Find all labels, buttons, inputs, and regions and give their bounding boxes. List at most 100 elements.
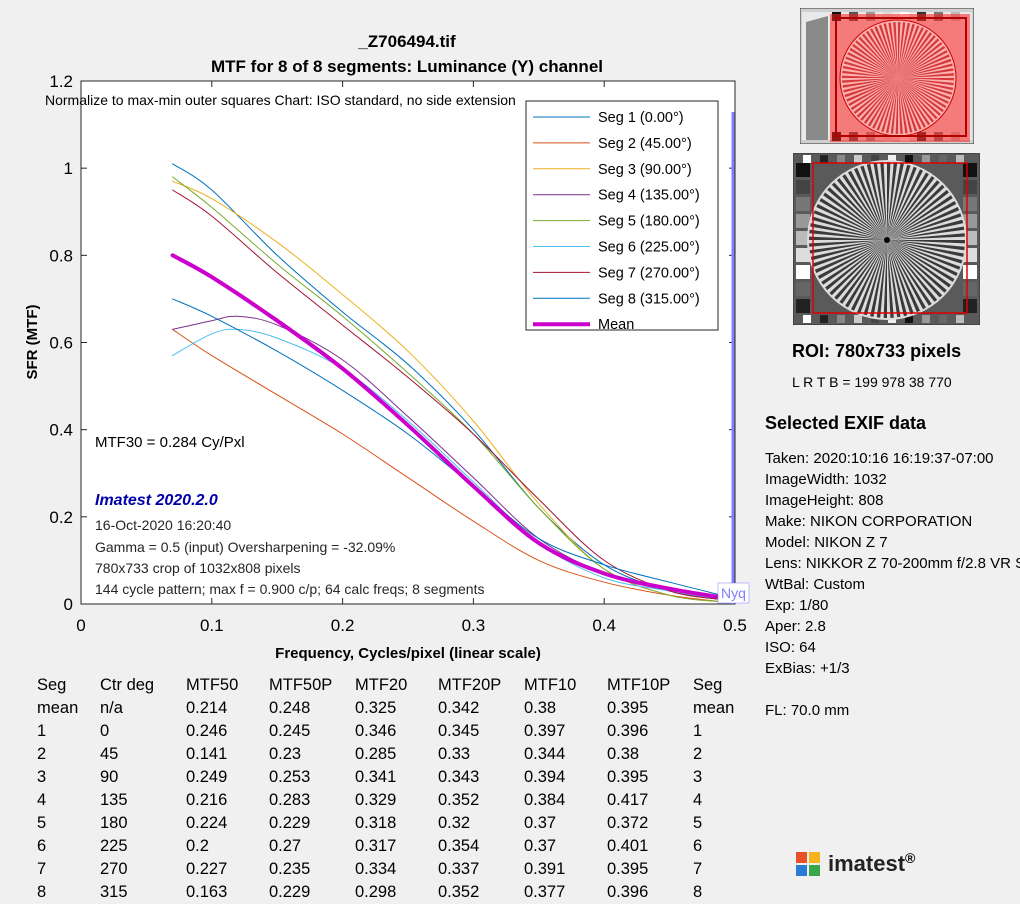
x-tick-label: 0.2 xyxy=(331,616,355,635)
table-cell: 0.395 xyxy=(607,699,649,717)
results-header-row: Seg Ctr deg MTF50 MTF50P MTF20 MTF20P MT… xyxy=(37,674,734,697)
table-row: 3 90 0.249 0.253 0.341 0.343 0.394 0.395 3 xyxy=(37,766,734,789)
table-cell: 4 xyxy=(37,791,47,809)
x-tick-label: 0.4 xyxy=(592,616,616,635)
table-cell: 0.394 xyxy=(524,768,566,786)
exif-heading: Selected EXIF data xyxy=(765,413,927,433)
table-cell: 7 xyxy=(37,860,47,878)
legend-label: Seg 8 (315.00°) xyxy=(598,291,700,307)
table-cell: 0.141 xyxy=(186,745,228,763)
exif-fl: FL: 70.0 mm xyxy=(765,702,850,719)
exif-aper: Aper: 2.8 xyxy=(765,618,826,635)
table-row: 7 270 0.227 0.235 0.334 0.337 0.391 0.395 7 xyxy=(37,858,734,881)
normalize-note: Normalize to max-min outer squares Chart… xyxy=(45,92,516,108)
x-tick-label: 0.3 xyxy=(462,616,486,635)
table-cell: 0.298 xyxy=(355,883,397,901)
exif-model: Model: NIKON Z 7 xyxy=(765,534,888,551)
table-cell: 135 xyxy=(100,791,128,809)
x-tick-label: 0.5 xyxy=(723,616,747,635)
table-cell: 6 xyxy=(37,837,47,855)
table-cell: 0.352 xyxy=(438,883,480,901)
table-cell: 0.395 xyxy=(607,768,649,786)
col-seg-right: Seg xyxy=(693,676,723,694)
exif-taken: Taken: 2020:10:16 16:19:37-07:00 xyxy=(765,450,994,467)
table-cell: 0.229 xyxy=(269,883,311,901)
roi-title: ROI: 780x733 pixels xyxy=(792,341,962,361)
table-cell: 0.342 xyxy=(438,699,480,717)
col-mtf50p: MTF50P xyxy=(269,676,333,694)
table-cell: 0.329 xyxy=(355,791,397,809)
table-row: 8 315 0.163 0.229 0.298 0.352 0.377 0.396 8 xyxy=(37,881,734,904)
table-cell: 0.377 xyxy=(524,883,566,901)
table-cell: 0.285 xyxy=(355,745,397,763)
info-line-gamma: Gamma = 0.5 (input) Oversharpening = -32… xyxy=(95,539,395,555)
table-cell: 3 xyxy=(693,768,703,786)
table-cell: 2 xyxy=(693,745,703,763)
table-cell: 5 xyxy=(37,814,47,832)
table-cell: 0.344 xyxy=(524,745,566,763)
table-cell: 0.37 xyxy=(524,814,557,832)
x-axis-label: Frequency, Cycles/pixel (linear scale) xyxy=(275,645,541,662)
table-cell: 0.396 xyxy=(607,722,649,740)
exif-exp: Exp: 1/80 xyxy=(765,597,829,614)
exif-image-width: ImageWidth: 1032 xyxy=(765,471,887,488)
imatest-logo-text: imatest xyxy=(828,851,906,876)
table-cell: 0.163 xyxy=(186,883,228,901)
y-tick-label: 1.2 xyxy=(49,72,73,91)
table-cell: 0.318 xyxy=(355,814,397,832)
table-cell: 0.23 xyxy=(269,745,302,763)
table-cell: 0.38 xyxy=(524,699,557,717)
table-cell: 0.317 xyxy=(355,837,397,855)
results-table: Seg Ctr deg MTF50 MTF50P MTF20 MTF20P MT… xyxy=(37,674,734,904)
table-cell: 0.417 xyxy=(607,791,649,809)
table-row: 6 225 0.2 0.27 0.317 0.354 0.37 0.401 6 xyxy=(37,835,734,858)
table-cell: 0.32 xyxy=(438,814,471,832)
table-cell: 0.334 xyxy=(355,860,397,878)
y-tick-label: 0.2 xyxy=(49,508,73,527)
table-cell: 315 xyxy=(100,883,128,901)
col-mtf10p: MTF10P xyxy=(607,676,671,694)
exif-image-height: ImageHeight: 808 xyxy=(765,492,884,509)
table-cell: 0.235 xyxy=(269,860,311,878)
roi-lrtb: L R T B = 199 978 38 770 xyxy=(792,374,952,390)
table-cell: 225 xyxy=(100,837,128,855)
table-cell: n/a xyxy=(100,699,123,717)
table-cell: 180 xyxy=(100,814,128,832)
table-cell: 6 xyxy=(693,837,703,855)
y-tick-label: 0.4 xyxy=(49,421,73,440)
table-cell: 0.2 xyxy=(186,837,209,855)
chart-title: _Z706494.tif xyxy=(357,32,456,51)
table-cell: 0.352 xyxy=(438,791,480,809)
x-tick-label: 0 xyxy=(76,616,85,635)
exif-iso: ISO: 64 xyxy=(765,639,816,656)
table-cell: 8 xyxy=(693,883,703,901)
table-cell: 0.248 xyxy=(269,699,311,717)
table-cell: 0.337 xyxy=(438,860,480,878)
table-cell: 4 xyxy=(693,791,703,809)
col-mtf50: MTF50 xyxy=(186,676,239,694)
table-cell: mean xyxy=(693,699,735,717)
table-cell: 0.401 xyxy=(607,837,649,855)
y-tick-label: 1 xyxy=(64,159,73,178)
table-cell: 0.325 xyxy=(355,699,397,717)
series-line-1 xyxy=(172,163,723,601)
table-cell: 0.391 xyxy=(524,860,566,878)
table-cell: 0.283 xyxy=(269,791,311,809)
chart-legend: Seg 1 (0.00°) Seg 2 (45.00°) Seg 3 (90.00°… xyxy=(525,100,719,333)
col-ctr-deg: Ctr deg xyxy=(100,676,155,694)
legend-label: Seg 6 (225.00°) xyxy=(598,240,700,256)
col-mtf10: MTF10 xyxy=(524,676,577,694)
y-tick-label: 0 xyxy=(64,595,73,614)
table-cell: 0.346 xyxy=(355,722,397,740)
table-cell: 8 xyxy=(37,883,47,901)
mtf30-label: MTF30 = 0.284 Cy/Pxl xyxy=(95,434,245,451)
table-cell: 270 xyxy=(100,860,128,878)
table-cell: 0.33 xyxy=(438,745,471,763)
table-cell: 0.249 xyxy=(186,768,228,786)
table-cell: 0.246 xyxy=(186,722,228,740)
table-cell: 0.227 xyxy=(186,860,228,878)
table-cell: 45 xyxy=(100,745,119,763)
table-cell: 0.216 xyxy=(186,791,228,809)
series-line-2 xyxy=(172,328,723,603)
table-cell: 0.343 xyxy=(438,768,480,786)
